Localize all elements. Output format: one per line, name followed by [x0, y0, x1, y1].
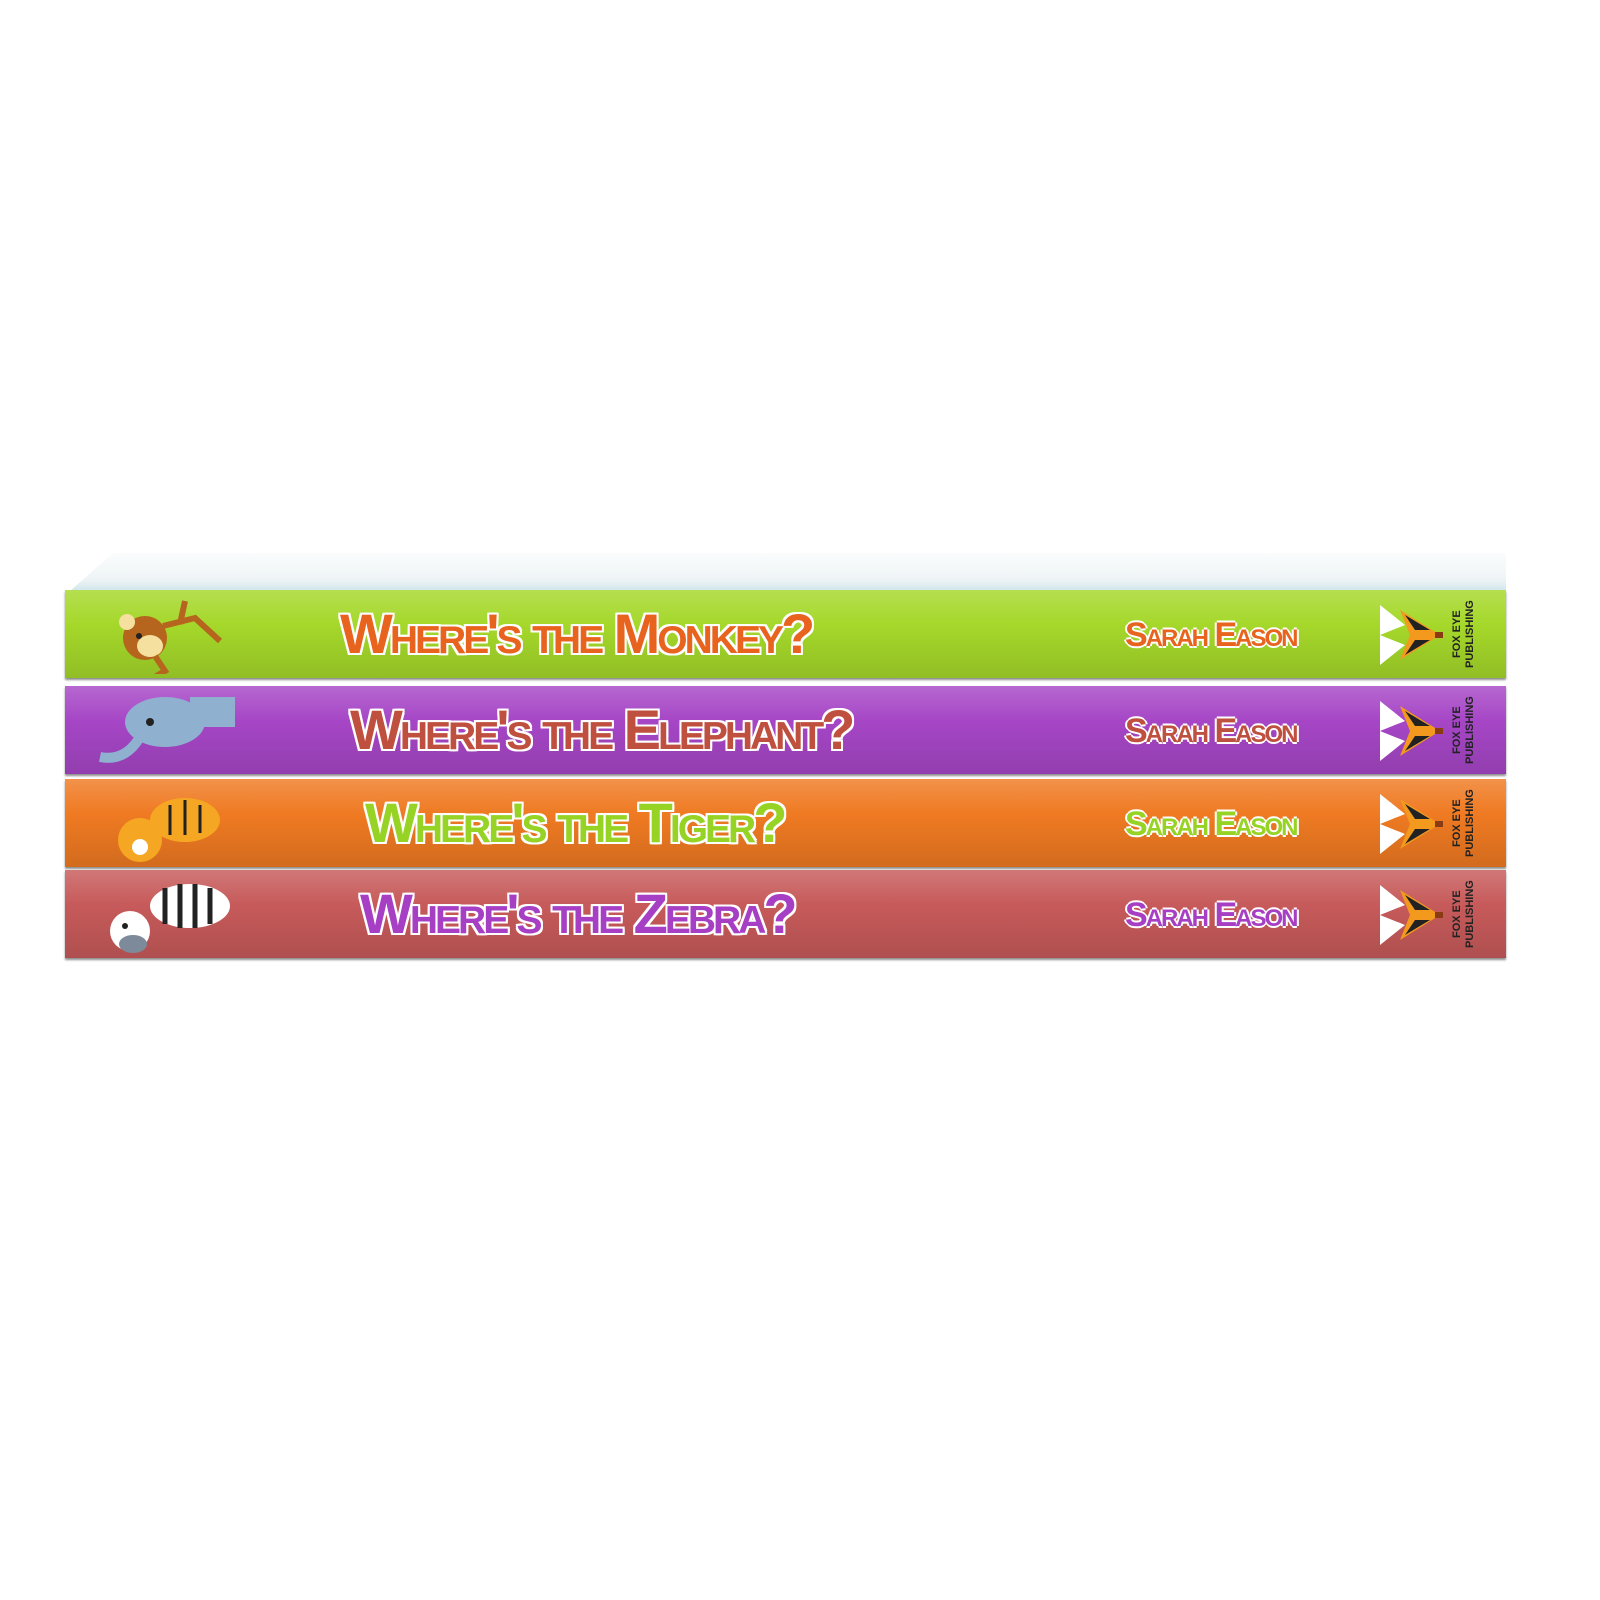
book-title: Where's the Monkey?	[340, 602, 815, 665]
publisher-name: FOX EYE PUBLISHING	[1451, 880, 1476, 948]
fox-logo-icon	[1380, 885, 1443, 945]
book-spine: Where's the Elephant? Sarah Eason FOX EY…	[65, 686, 1506, 774]
book-author: Sarah Eason	[1125, 616, 1298, 654]
publisher-name: FOX EYE PUBLISHING	[1451, 789, 1476, 857]
publisher-name: FOX EYE PUBLISHING	[1451, 696, 1476, 764]
spine-sheen	[65, 870, 1506, 958]
fox-logo-icon	[1380, 701, 1443, 761]
book-spine: Where's the Zebra? Sarah Eason FOX EYE P…	[65, 870, 1506, 958]
fox-logo-icon	[1380, 605, 1443, 665]
spine-sheen	[65, 590, 1506, 678]
spine-sheen	[65, 686, 1506, 774]
elephant-icon	[99, 697, 235, 763]
book-spine: Where's the Monkey? Sarah Eason FOX EYE …	[65, 590, 1506, 678]
zebra-icon	[110, 884, 230, 953]
book-title: Where's the Tiger?	[365, 791, 787, 854]
book-title: Where's the Zebra?	[360, 882, 798, 945]
book-author: Sarah Eason	[1125, 805, 1298, 843]
spine-sheen	[65, 779, 1506, 867]
monkey-icon	[119, 600, 223, 674]
book-title: Where's the Elephant?	[350, 698, 855, 761]
book-author: Sarah Eason	[1125, 896, 1298, 934]
fox-logo-icon	[1380, 794, 1443, 854]
book-author: Sarah Eason	[1125, 712, 1298, 750]
tiger-icon	[118, 798, 220, 862]
top-book-page-edge	[70, 553, 1506, 591]
book-spine: Where's the Tiger? Sarah Eason FOX EYE P…	[65, 779, 1506, 867]
publisher-name: FOX EYE PUBLISHING	[1451, 600, 1476, 668]
